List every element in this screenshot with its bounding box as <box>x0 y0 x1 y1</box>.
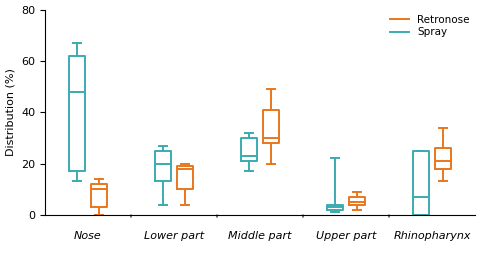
Y-axis label: Distribution (%): Distribution (%) <box>6 68 15 156</box>
Legend: Retronose, Spray: Retronose, Spray <box>390 15 470 37</box>
Text: Middle part: Middle part <box>228 231 292 241</box>
Text: Lower part: Lower part <box>144 231 204 241</box>
Text: Upper part: Upper part <box>316 231 376 241</box>
Text: Nose: Nose <box>74 231 102 241</box>
Text: Rhinopharynx: Rhinopharynx <box>393 231 471 241</box>
